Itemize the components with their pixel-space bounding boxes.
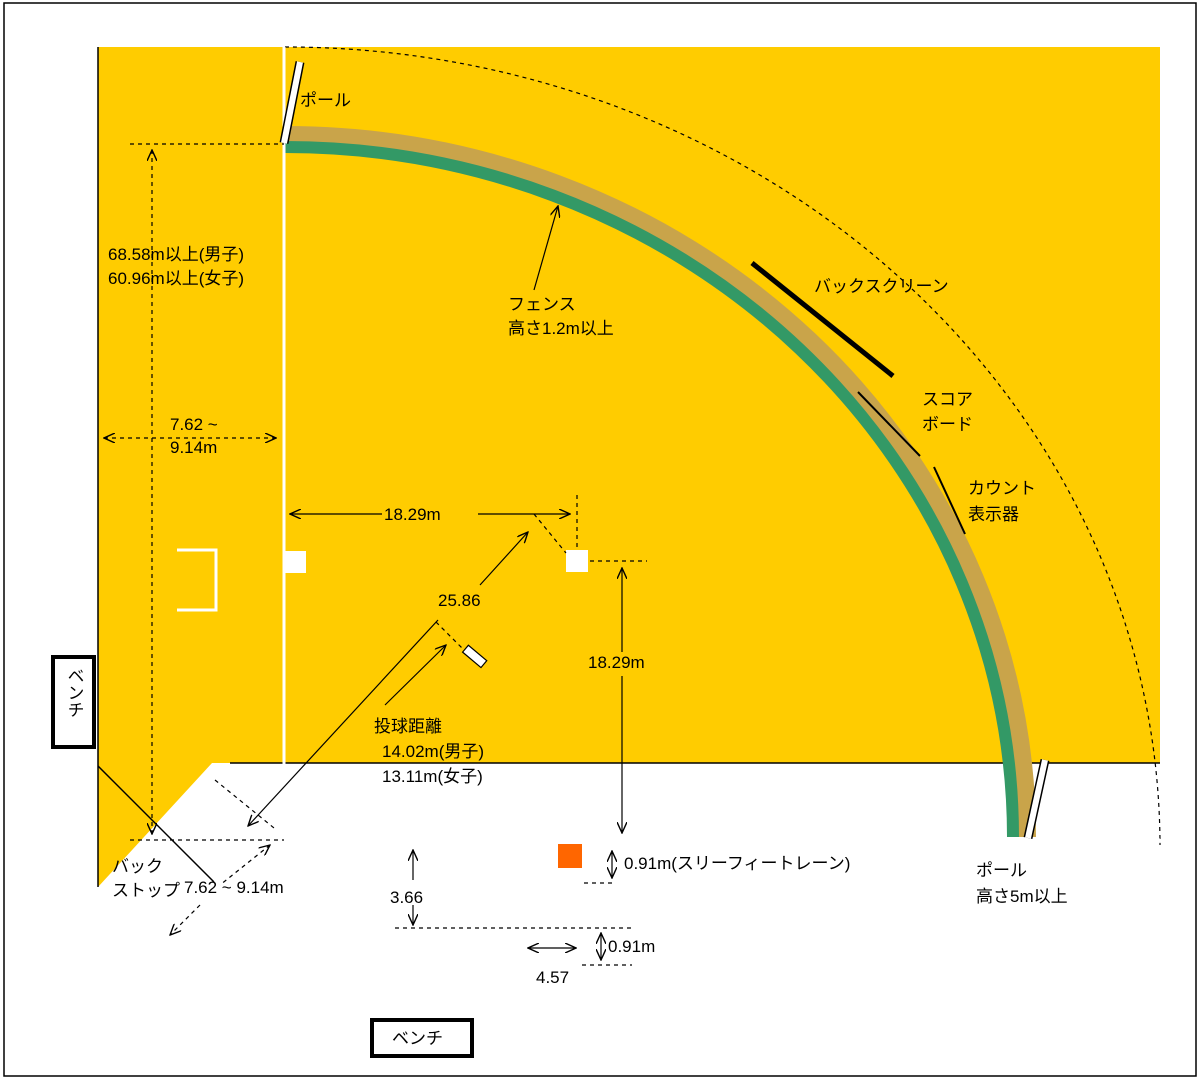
three-foot-lane-box — [443, 844, 584, 885]
label-bench-left: ベンチ — [65, 667, 84, 718]
label-fence-name: フェンス — [508, 295, 576, 314]
pitcher-plate — [461, 644, 488, 669]
bench-bottom-box — [370, 1018, 474, 1058]
label-coach-box-depth: 0.91m — [608, 937, 655, 956]
label-pitching-title: 投球距離 — [374, 717, 442, 736]
bench-left-box — [51, 655, 96, 749]
label-side-distance-1: 7.62 ~ — [170, 415, 218, 434]
field-area — [98, 47, 1160, 887]
label-score-board-1: スコア — [922, 390, 973, 409]
label-base-distance-top: 18.29m — [384, 505, 441, 524]
back-screen-bar — [750, 261, 895, 378]
label-bench-bottom: ベンチ — [392, 1029, 443, 1048]
fence-inner — [284, 141, 1019, 838]
label-foul-women: 60.96m以上(女子) — [108, 269, 244, 288]
label-pitching-men: 14.02m(男子) — [382, 742, 484, 761]
pole-right — [1023, 759, 1050, 839]
label-fence-height: 高さ1.2m以上 — [508, 319, 614, 338]
label-three-foot-lane: 0.91m(スリーフィートレーン) — [624, 854, 850, 873]
label-back-screen: バックスクリーン — [814, 277, 949, 296]
label-pole-right: ポール — [976, 861, 1027, 880]
label-base-distance-right: 18.29m — [588, 653, 645, 672]
score-board-bar — [857, 391, 921, 457]
label-backstop-1: バック — [112, 857, 163, 876]
label-coach-box-width: 4.57 — [536, 968, 569, 987]
label-count-display-1: カウント — [968, 479, 1036, 498]
label-coach-distance: 3.66 — [390, 888, 423, 907]
base-third — [284, 551, 306, 573]
label-score-board-2: ボード — [922, 415, 973, 434]
label-side-distance-2: 9.14m — [170, 438, 217, 457]
label-pole-right-height: 高さ5m以上 — [976, 887, 1068, 906]
coach-box-left — [177, 548, 218, 612]
pole-top — [279, 61, 305, 144]
label-backstop-distance: 7.62 ~ 9.14m — [184, 878, 284, 897]
dimension-lines — [104, 143, 647, 966]
count-display-bar — [933, 466, 966, 535]
fence-outer — [284, 126, 1036, 838]
coach-box-bottom — [518, 927, 584, 962]
base-first-orange — [558, 844, 582, 868]
base-second — [566, 550, 588, 572]
home-plate-area — [203, 788, 327, 923]
label-pitching-women: 13.11m(女子) — [382, 767, 483, 786]
label-diagonal-distance: 25.86 — [438, 591, 481, 610]
outer-boundary-arc — [284, 46, 1161, 846]
label-pole-top: ポール — [300, 91, 351, 110]
base-first-white — [558, 818, 582, 842]
label-backstop-2: ストップ — [112, 881, 180, 900]
fence-pointer — [533, 206, 558, 291]
label-foul-men: 68.58m以上(男子) — [108, 245, 244, 264]
label-count-display-2: 表示器 — [968, 505, 1019, 524]
